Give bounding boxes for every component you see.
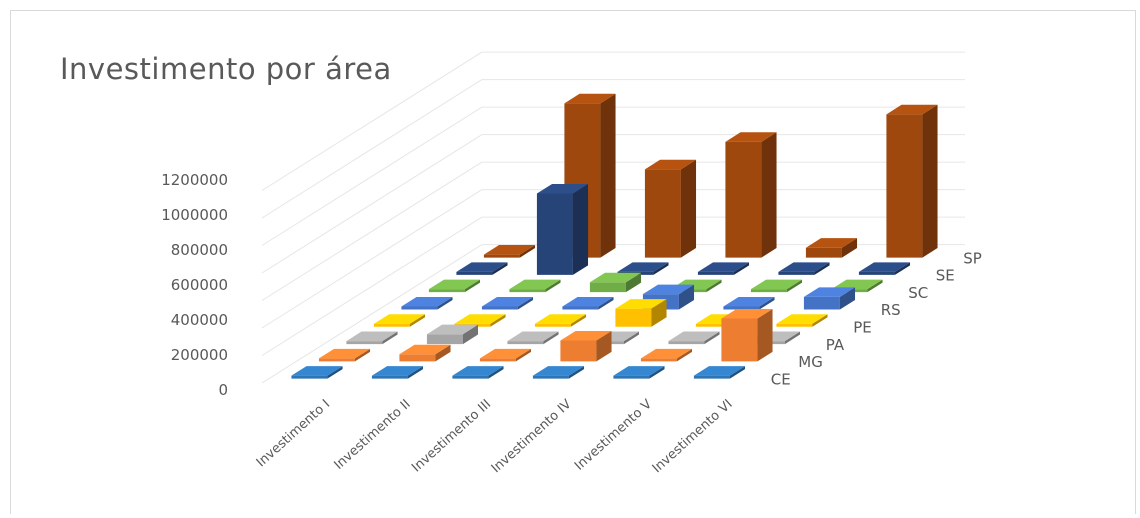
bar-pe-3	[534, 314, 587, 327]
series-label-sp: SP	[963, 249, 982, 267]
bar-ce-4	[532, 366, 585, 379]
bar-pe-4	[615, 299, 667, 327]
category-label: Investimento V	[572, 397, 655, 474]
gridline-side	[261, 79, 483, 219]
bar-se-5	[778, 262, 830, 275]
bar-rs-3	[562, 296, 614, 310]
bar-ce-3	[452, 366, 504, 379]
y-tick-label: 0	[218, 381, 228, 399]
series-label-se: SE	[936, 267, 955, 285]
bar-mg-4	[560, 330, 612, 362]
bar-pe-6	[776, 314, 828, 327]
bar-se-6	[858, 262, 911, 275]
gridline-side	[261, 189, 483, 329]
gridline-side	[261, 161, 483, 301]
bar-sc-5	[750, 279, 803, 293]
bar-se-2	[536, 183, 589, 275]
category-label: Investimento IV	[489, 397, 575, 477]
y-tick-label: 400000	[171, 311, 228, 329]
series-label-pa: PA	[826, 336, 845, 354]
series-label-ce: CE	[771, 370, 791, 388]
gridline-side	[261, 244, 483, 384]
bar-sc-1	[428, 279, 481, 293]
bar-rs-2	[481, 296, 534, 310]
bar-pa-2	[426, 324, 479, 345]
series-label-pe: PE	[853, 318, 872, 336]
bars	[291, 93, 938, 379]
bar-pa-5	[668, 331, 720, 345]
gridline-side	[261, 106, 483, 246]
y-tick-label: 600000	[171, 276, 228, 294]
bar-sp-5	[805, 238, 858, 258]
bar-mg-5	[640, 348, 693, 362]
bar-ce-6	[693, 366, 746, 379]
bar-pa-3	[507, 331, 559, 345]
category-label: Investimento II	[331, 397, 413, 473]
gridline-side	[261, 51, 483, 191]
bar-rs-5	[723, 296, 775, 310]
gridline-side	[261, 216, 483, 356]
bar-ce-5	[613, 366, 665, 379]
category-label: Investimento VI	[650, 397, 736, 476]
category-label: Investimento III	[409, 397, 494, 476]
series-label-mg: MG	[798, 353, 823, 371]
bar-sp-4	[725, 132, 777, 258]
bar-mg-3	[479, 348, 532, 362]
bar-pa-1	[346, 331, 398, 345]
bar-se-1	[456, 262, 508, 275]
y-tick-label: 1000000	[161, 206, 228, 224]
y-tick-label: 1200000	[161, 171, 228, 189]
bar-mg-2	[399, 344, 451, 362]
y-tick-label: 200000	[171, 346, 228, 364]
bar-sp-6	[886, 104, 938, 258]
category-label: Investimento I	[254, 397, 333, 470]
bar-mg-1	[318, 348, 371, 362]
chart-title: Investimento por área	[60, 52, 392, 86]
bar-ce-2	[371, 366, 424, 379]
bar-pe-1	[373, 314, 426, 327]
bar-se-4	[697, 262, 750, 275]
bar-rs-1	[401, 296, 453, 310]
series-label-rs: RS	[881, 301, 901, 319]
bar-ce-1	[291, 366, 343, 379]
bar-rs-6	[803, 287, 856, 310]
bar-mg-6	[721, 308, 773, 362]
bar-sp-3	[644, 159, 697, 258]
gridline-side	[261, 134, 483, 274]
y-tick-label: 800000	[171, 241, 228, 259]
y-axis-ticks: 0 200000 400000 600000 800000 1000000 1200000	[161, 171, 228, 399]
series-label-sc: SC	[908, 284, 928, 302]
bar-sc-2	[509, 279, 561, 293]
bar-sp-1	[483, 245, 536, 258]
bar-sc-3	[589, 272, 642, 293]
